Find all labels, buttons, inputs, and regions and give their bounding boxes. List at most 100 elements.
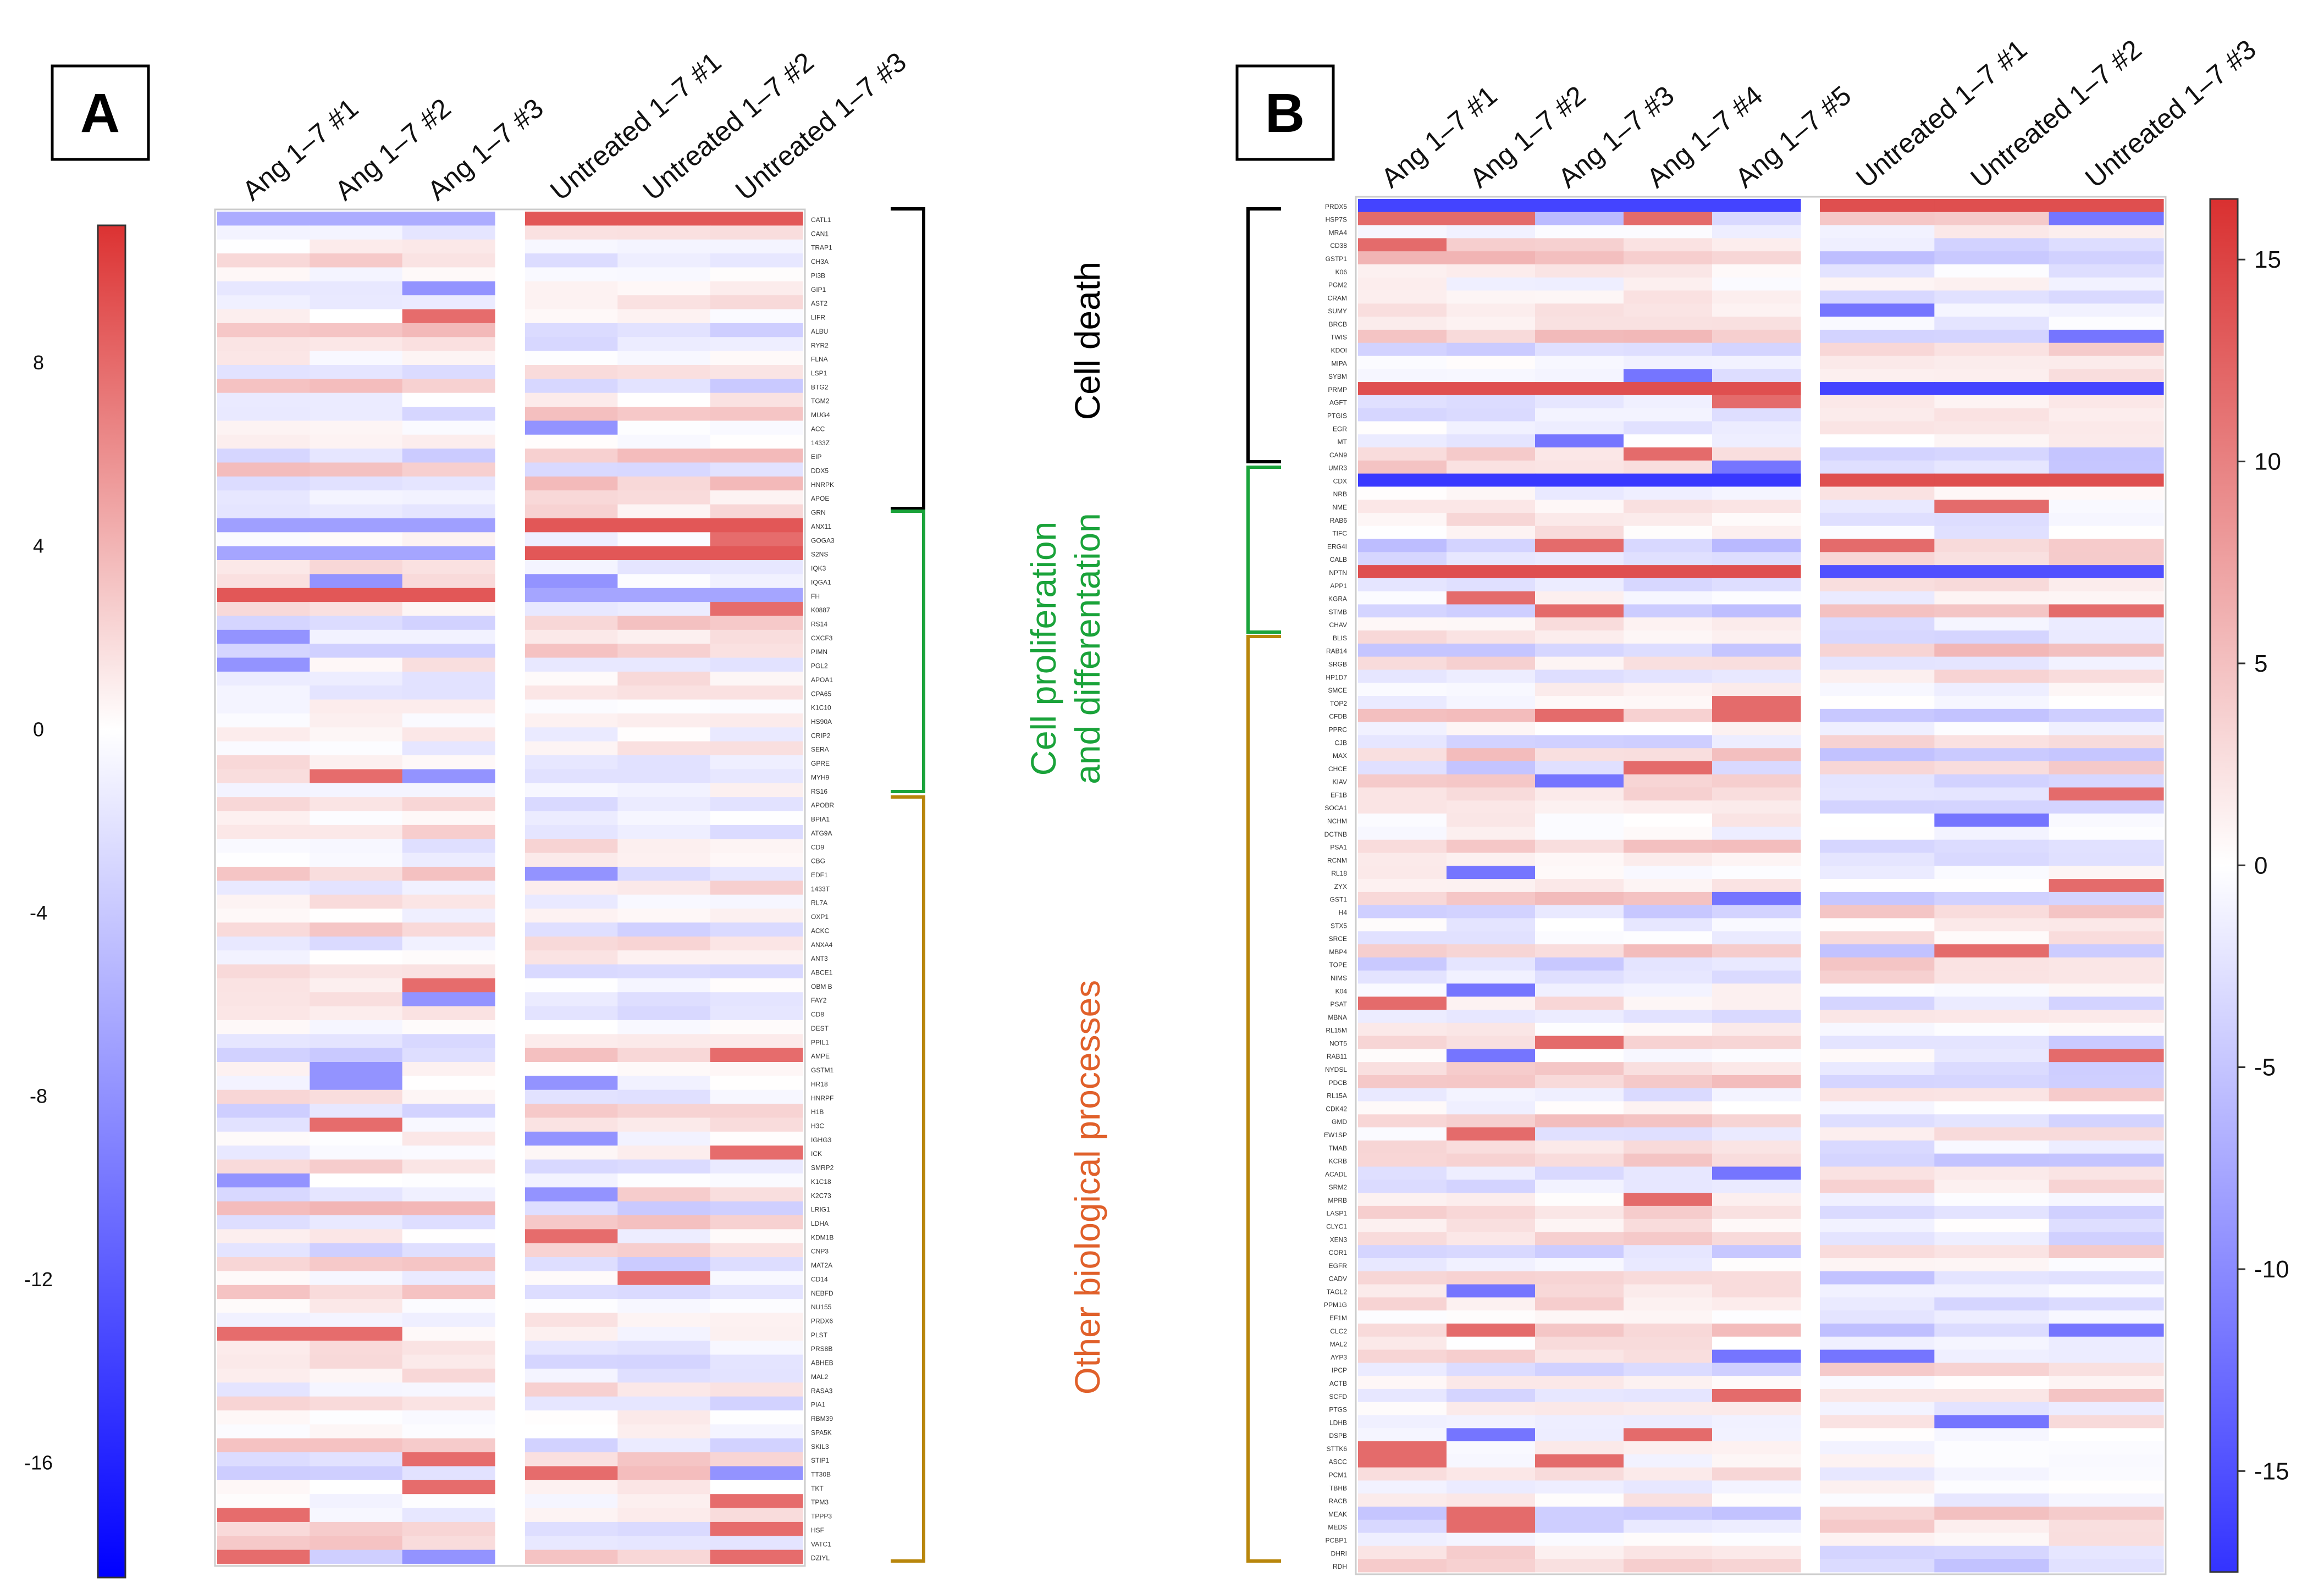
- heatmap-cell: [1624, 486, 1713, 500]
- heatmap-cell: [1712, 1519, 1801, 1534]
- heatmap-cell: [1820, 1441, 1935, 1455]
- heatmap-cell: [1820, 1010, 1935, 1023]
- heatmap-cell: [1624, 905, 1713, 919]
- heatmap-cell: [525, 1243, 618, 1258]
- heatmap-cell: [2049, 1075, 2164, 1089]
- heatmap-cell: [2049, 944, 2164, 958]
- heatmap-cell: [402, 839, 495, 854]
- colorbar-tick-label: -8: [30, 1084, 47, 1107]
- heatmap-cell: [217, 950, 310, 965]
- heatmap-cell: [525, 936, 618, 951]
- heatmap-cell: [617, 1131, 711, 1146]
- heatmap-cell: [1712, 1376, 1801, 1390]
- heatmap-cell: [1934, 1363, 2050, 1376]
- heatmap-cell: [1447, 709, 1536, 723]
- heatmap-cell: [1535, 329, 1624, 344]
- row-label: PIA1: [811, 1401, 825, 1409]
- row-label: HNRPF: [811, 1094, 833, 1102]
- bracket-cell-death-a: [891, 207, 925, 510]
- heatmap-cell: [1624, 1532, 1713, 1547]
- heatmap-cell: [1447, 630, 1536, 644]
- heatmap-cell: [1934, 970, 2050, 984]
- heatmap-cell: [1934, 512, 2050, 527]
- heatmap-cell: [2049, 251, 2164, 265]
- heatmap-cell: [1535, 1363, 1624, 1376]
- row-label: GRN: [811, 509, 826, 517]
- heatmap-cell: [402, 253, 495, 268]
- row-label: CFDB: [1329, 713, 1347, 721]
- heatmap-cell: [217, 866, 310, 881]
- heatmap-cell: [1624, 591, 1713, 605]
- heatmap-cell: [310, 866, 403, 881]
- heatmap-cell: [217, 713, 310, 728]
- heatmap-cell: [1712, 669, 1801, 683]
- heatmap-cell: [1934, 1127, 2050, 1141]
- heatmap-cell: [1358, 1532, 1447, 1547]
- heatmap-cell: [1535, 1428, 1624, 1442]
- heatmap-cell: [1535, 356, 1624, 369]
- heatmap-cell: [617, 281, 711, 296]
- heatmap-cell: [310, 1410, 403, 1425]
- colorbar-tick-label: -4: [30, 901, 47, 924]
- heatmap-cell: [617, 1104, 711, 1119]
- heatmap-cell: [1358, 643, 1447, 657]
- heatmap-cell: [1624, 813, 1713, 827]
- heatmap-cell: [2049, 264, 2164, 278]
- heatmap-cell: [1712, 983, 1801, 997]
- heatmap-cell: [2049, 905, 2164, 919]
- heatmap-cell: [402, 1131, 495, 1146]
- heatmap-cell: [525, 964, 618, 979]
- heatmap-cell: [525, 1020, 618, 1034]
- heatmap-cell: [310, 1480, 403, 1495]
- heatmap-cell: [217, 964, 310, 979]
- heatmap-cell: [1535, 277, 1624, 291]
- heatmap-cell: [617, 588, 711, 602]
- heatmap-cell: [1934, 447, 2050, 461]
- row-label: SUMY: [1328, 307, 1347, 315]
- heatmap-cell: [1358, 813, 1447, 827]
- heatmap-cell: [217, 546, 310, 561]
- heatmap-cell: [402, 922, 495, 937]
- heatmap-cell: [310, 909, 403, 923]
- heatmap-cell: [1624, 630, 1713, 644]
- heatmap-cell: [710, 1285, 803, 1299]
- heatmap-cell: [1712, 722, 1801, 736]
- heatmap-cell: [710, 420, 803, 435]
- heatmap-cell: [402, 881, 495, 895]
- row-label: RASA3: [811, 1387, 833, 1394]
- panel-a-colorbar: 840-4-8-12-16: [24, 224, 126, 1579]
- heatmap-cell: [1358, 1454, 1447, 1468]
- heatmap-cell: [710, 1243, 803, 1258]
- row-label: HP1D7: [1326, 673, 1347, 681]
- heatmap-cell: [2049, 1258, 2164, 1272]
- heatmap-cell: [710, 853, 803, 867]
- heatmap-cell: [1624, 1062, 1713, 1076]
- heatmap-cell: [1820, 735, 1935, 749]
- heatmap-cell: [310, 1020, 403, 1034]
- heatmap-cell: [1447, 395, 1536, 409]
- heatmap-cell: [1712, 1323, 1801, 1337]
- heatmap-cell: [617, 685, 711, 700]
- heatmap-cell: [710, 1104, 803, 1119]
- heatmap-cell: [617, 811, 711, 826]
- heatmap-cell: [2049, 525, 2164, 540]
- heatmap-cell: [1820, 1310, 1935, 1324]
- heatmap-cell: [1447, 1088, 1536, 1102]
- heatmap-cell: [1934, 591, 2050, 605]
- row-label: DSPB: [1329, 1432, 1347, 1440]
- heatmap-cell: [2049, 1297, 2164, 1311]
- heatmap-cell: [525, 1508, 618, 1523]
- heatmap-cell: [525, 1313, 618, 1327]
- heatmap-cell: [525, 853, 618, 867]
- heatmap-cell: [310, 1354, 403, 1369]
- heatmap-cell: [1447, 1480, 1536, 1494]
- heatmap-cell: [217, 1452, 310, 1467]
- heatmap-cell: [1447, 761, 1536, 775]
- row-label: RDH: [1333, 1563, 1347, 1570]
- row-label: PPRC: [1329, 726, 1348, 733]
- heatmap-cell: [1712, 1454, 1801, 1468]
- heatmap-cell: [710, 713, 803, 728]
- heatmap-cell: [1820, 1062, 1935, 1076]
- heatmap-cell: [310, 1536, 403, 1551]
- heatmap-cell: [1535, 1402, 1624, 1416]
